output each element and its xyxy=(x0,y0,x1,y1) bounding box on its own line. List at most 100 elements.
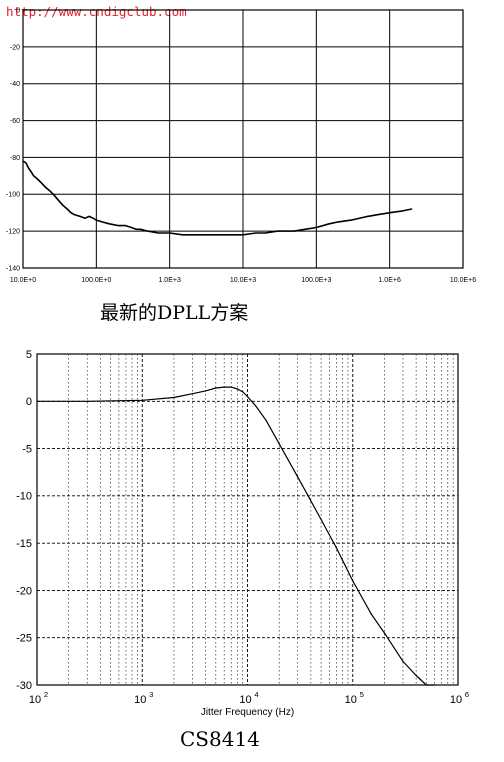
data-point xyxy=(70,212,72,214)
data-point xyxy=(84,217,86,219)
data-point xyxy=(66,208,68,210)
data-point xyxy=(277,230,279,232)
data-point xyxy=(124,225,127,227)
data-point xyxy=(95,219,97,221)
data-point xyxy=(48,190,51,192)
data-point xyxy=(246,395,249,398)
y-tick-label: -60 xyxy=(10,118,20,125)
data-point xyxy=(173,396,175,399)
y-tick-label: -15 xyxy=(16,538,32,550)
x-tick-label: 10 xyxy=(450,694,462,706)
plot-frame xyxy=(36,353,459,686)
data-point xyxy=(383,632,386,634)
data-point xyxy=(264,232,266,234)
x-tick-label: 10.0E+0 xyxy=(10,277,36,284)
data-point xyxy=(181,234,184,236)
data-point xyxy=(101,221,103,223)
series-line xyxy=(37,386,435,686)
data-point xyxy=(415,674,417,677)
x-tick-label: 1.0E+6 xyxy=(378,277,400,284)
data-point xyxy=(315,226,317,229)
y-tick-label: -10 xyxy=(16,491,32,503)
data-point xyxy=(328,223,330,225)
data-point xyxy=(117,225,120,227)
bottom-chart-caption: CS8414 xyxy=(180,727,260,751)
data-point xyxy=(223,386,225,388)
data-point xyxy=(86,400,88,402)
data-point xyxy=(41,182,43,184)
x-tick-label: 1.0E+3 xyxy=(158,277,180,284)
data-point xyxy=(36,400,38,402)
data-point xyxy=(191,234,193,236)
data-point xyxy=(52,193,55,195)
data-point xyxy=(236,388,238,390)
data-point xyxy=(44,186,46,188)
x-tick-label: 100.0E+0 xyxy=(81,277,111,284)
data-point xyxy=(401,210,404,212)
data-point xyxy=(337,221,340,223)
series-line xyxy=(22,160,412,236)
y-tick-label: 0 xyxy=(26,396,32,408)
y-tick-label: -140 xyxy=(6,265,20,272)
data-point xyxy=(62,204,64,206)
data-point xyxy=(141,399,143,401)
data-point xyxy=(92,217,94,219)
y-tick-label: -80 xyxy=(10,155,20,162)
y-tick-label: -5 xyxy=(22,443,32,455)
y-tick-label: -120 xyxy=(6,229,20,236)
data-point xyxy=(242,391,244,393)
y-tick-label: -20 xyxy=(10,44,20,51)
data-point xyxy=(320,518,322,521)
data-point xyxy=(304,228,306,230)
data-point xyxy=(389,212,391,214)
x-tick-exponent: 3 xyxy=(149,690,153,699)
data-point xyxy=(402,660,404,662)
data-point xyxy=(366,215,369,217)
data-point xyxy=(352,580,354,582)
data-point xyxy=(135,228,137,230)
x-tick-label: 10 xyxy=(239,694,251,706)
y-tick-label: -20 xyxy=(16,585,32,597)
data-point xyxy=(370,613,372,615)
data-point xyxy=(30,171,32,173)
data-point xyxy=(57,199,59,201)
x-tick-label: 10 xyxy=(345,694,357,706)
data-point xyxy=(205,390,207,392)
data-point xyxy=(255,232,257,234)
data-point xyxy=(297,476,299,478)
data-point xyxy=(139,228,142,230)
data-point xyxy=(25,162,27,164)
data-point xyxy=(37,178,39,181)
y-tick-label: -40 xyxy=(10,81,20,88)
x-tick-exponent: 5 xyxy=(360,690,364,699)
data-point xyxy=(411,208,413,210)
x-tick-label: 100.0E+3 xyxy=(301,277,331,284)
data-point xyxy=(88,215,90,217)
data-point xyxy=(191,393,194,395)
y-tick-label: -25 xyxy=(16,633,32,645)
data-point xyxy=(130,226,132,229)
y-tick-label: 5 xyxy=(26,349,32,361)
data-point xyxy=(146,230,149,232)
data-point xyxy=(33,175,35,177)
data-point xyxy=(265,419,267,421)
y-tick-label: 0 xyxy=(16,7,20,14)
data-point xyxy=(255,405,257,407)
data-point xyxy=(242,234,244,236)
y-tick-label: -100 xyxy=(6,192,20,199)
y-tick-label: -30 xyxy=(16,680,32,692)
data-point xyxy=(28,167,30,170)
data-point xyxy=(230,386,232,388)
data-point xyxy=(73,213,75,216)
top-chart: 0 -20 -40 -60 -80 -100 -120 -140 10.0E+0 100.0E+0… xyxy=(6,7,476,284)
plot-frame xyxy=(22,9,464,269)
x-tick-label: 10 xyxy=(29,694,41,706)
data-point xyxy=(335,547,338,549)
x-tick-exponent: 6 xyxy=(465,690,469,699)
data-point xyxy=(220,234,222,236)
x-tick-label: 10.0E+3 xyxy=(230,277,256,284)
x-tick-label: 10.0E+6 xyxy=(450,277,476,284)
data-point xyxy=(425,684,427,686)
data-point xyxy=(293,230,295,232)
